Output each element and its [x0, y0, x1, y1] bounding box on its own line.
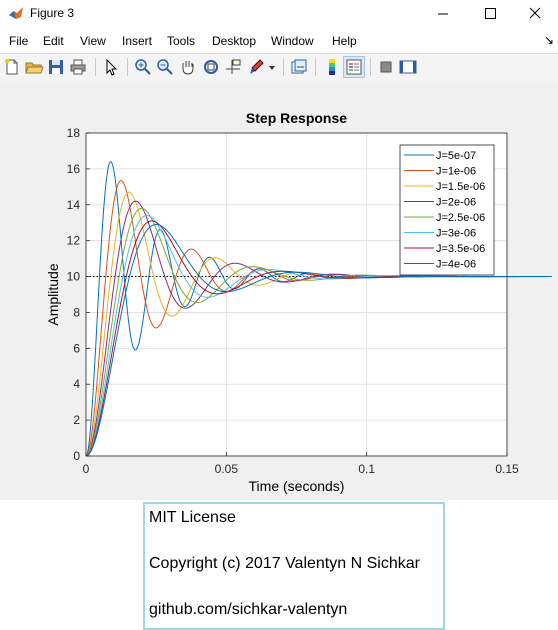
toolbar-separator	[315, 58, 316, 76]
data-cursor-icon[interactable]	[223, 57, 243, 77]
menu-view[interactable]: View	[80, 34, 106, 48]
y-tick-label: 6	[73, 341, 80, 355]
y-tick-label: 12	[67, 234, 81, 248]
menu-dock-arrow-icon[interactable]: ↘	[543, 33, 554, 47]
maximize-button[interactable]	[466, 0, 512, 28]
menu-bar: File Edit View Insert Tools Desktop Wind…	[0, 30, 558, 52]
matlab-icon	[8, 5, 24, 21]
chart-title: Step Response	[246, 110, 347, 126]
x-tick-label: 0.1	[358, 462, 375, 476]
toolbar-separator	[127, 58, 128, 76]
toolbar-separator	[283, 58, 284, 76]
menu-file[interactable]: File	[9, 34, 29, 48]
y-tick-label: 16	[67, 162, 81, 176]
legend-label: J=3.5e-06	[436, 243, 485, 255]
link-plot-icon[interactable]	[289, 57, 309, 77]
toolbar-separator	[370, 58, 371, 76]
close-button[interactable]	[512, 0, 558, 28]
menu-tools[interactable]: Tools	[167, 34, 196, 48]
legend[interactable]: J=5e-07 J=1e-06 J=1.5e-06 J=2e-06 J=2.5e-06 J…	[399, 144, 495, 276]
zoom-out-icon[interactable]	[155, 57, 175, 77]
y-axis-label: Amplitude	[45, 263, 61, 325]
y-tick-label: 2	[73, 413, 80, 427]
figure-toolbar	[0, 53, 558, 82]
license-copyright: Copyright (c) 2017 Valentyn N Sichkar	[149, 555, 420, 572]
window-title: Figure 3	[30, 6, 75, 20]
legend-label: J=1e-06	[436, 166, 476, 178]
rotate-3d-icon[interactable]	[201, 57, 221, 77]
legend-label: J=5e-07	[436, 150, 476, 162]
open-file-icon[interactable]	[24, 57, 44, 77]
series-line	[85, 224, 552, 457]
x-tick-label: 0	[83, 462, 90, 476]
legend-label: J=2e-06	[436, 197, 476, 209]
show-plot-tools-icon[interactable]	[398, 57, 418, 77]
hide-plot-tools-icon[interactable]	[376, 57, 396, 77]
y-tick-label: 0	[73, 449, 80, 463]
minimize-button[interactable]	[420, 0, 466, 28]
menu-insert[interactable]: Insert	[122, 34, 153, 48]
menu-desktop[interactable]: Desktop	[212, 34, 257, 48]
title-bar: Figure 3	[0, 0, 558, 28]
legend-icon[interactable]	[343, 56, 365, 78]
legend-label: J=3e-06	[436, 228, 476, 240]
brush-dropdown-icon[interactable]	[266, 57, 278, 77]
figure-canvas: 0 0.05 0.1 0.15 0 2 4 6 8 10 12 14 16 18 Step Respons…	[0, 81, 558, 500]
pointer-icon[interactable]	[101, 57, 121, 77]
y-tick-label: 4	[73, 377, 80, 391]
y-tick-label: 10	[67, 270, 81, 284]
license-box: MIT License Copyright (c) 2017 Valentyn …	[143, 502, 445, 630]
menu-window[interactable]: Window	[271, 34, 314, 48]
zoom-in-icon[interactable]	[133, 57, 153, 77]
toolbar-separator	[95, 58, 96, 76]
license-url: github.com/sichkar-valentyn	[149, 601, 348, 618]
save-icon[interactable]	[46, 57, 66, 77]
legend-label: J=4e-06	[436, 259, 476, 271]
pan-icon[interactable]	[178, 57, 198, 77]
axes-box	[85, 132, 508, 457]
menu-help[interactable]: Help	[332, 34, 357, 48]
license-title: MIT License	[149, 509, 236, 526]
brush-icon[interactable]	[246, 57, 266, 77]
y-tick-label: 14	[67, 198, 81, 212]
colorbar-icon[interactable]	[322, 57, 342, 77]
legend-box	[399, 144, 495, 276]
x-tick-label: 0.05	[215, 462, 239, 476]
print-icon[interactable]	[68, 57, 88, 77]
x-tick-label: 0.15	[495, 462, 519, 476]
legend-label: J=2.5e-06	[436, 212, 485, 224]
y-tick-label: 18	[67, 126, 81, 140]
step-response-chart[interactable]: 0 0.05 0.1 0.15 0 2 4 6 8 10 12 14 16 18 Step Respons…	[0, 81, 558, 500]
x-axis-label: Time (seconds)	[249, 478, 345, 494]
menu-edit[interactable]: Edit	[43, 34, 64, 48]
legend-label: J=1.5e-06	[436, 181, 485, 193]
new-figure-icon[interactable]	[2, 57, 22, 77]
y-tick-label: 8	[73, 305, 80, 319]
